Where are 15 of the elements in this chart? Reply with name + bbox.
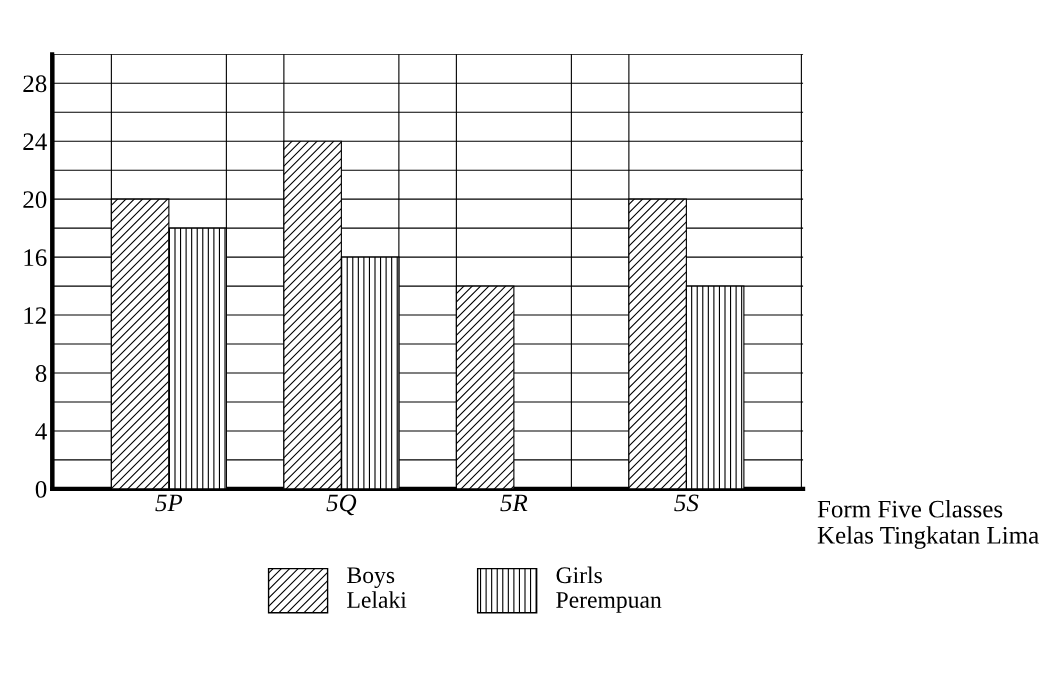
legend-label: Boys Lelaki [347, 567, 407, 608]
x-tick-label: 5Q [326, 494, 357, 516]
y-tick-label: 4 [35, 423, 47, 440]
x-tick-label: 5S [674, 494, 699, 512]
y-tick-label: 8 [35, 365, 47, 382]
y-tick-label: 20 [23, 191, 47, 209]
y-tick-label: 0 [35, 480, 47, 498]
x-tick-label: 5P [155, 494, 183, 512]
y-tick-label: 16 [24, 249, 47, 267]
y-tick-label: 28 [23, 75, 47, 93]
x-axis-title: Form Five Classes Kelas Tingkatan Lima [817, 499, 1039, 549]
legend-label: Girls Perempuan [556, 566, 662, 613]
x-tick-label: 5R [500, 494, 528, 512]
y-tick-label: 12 [24, 307, 46, 324]
y-tick-label: 24 [23, 133, 47, 150]
